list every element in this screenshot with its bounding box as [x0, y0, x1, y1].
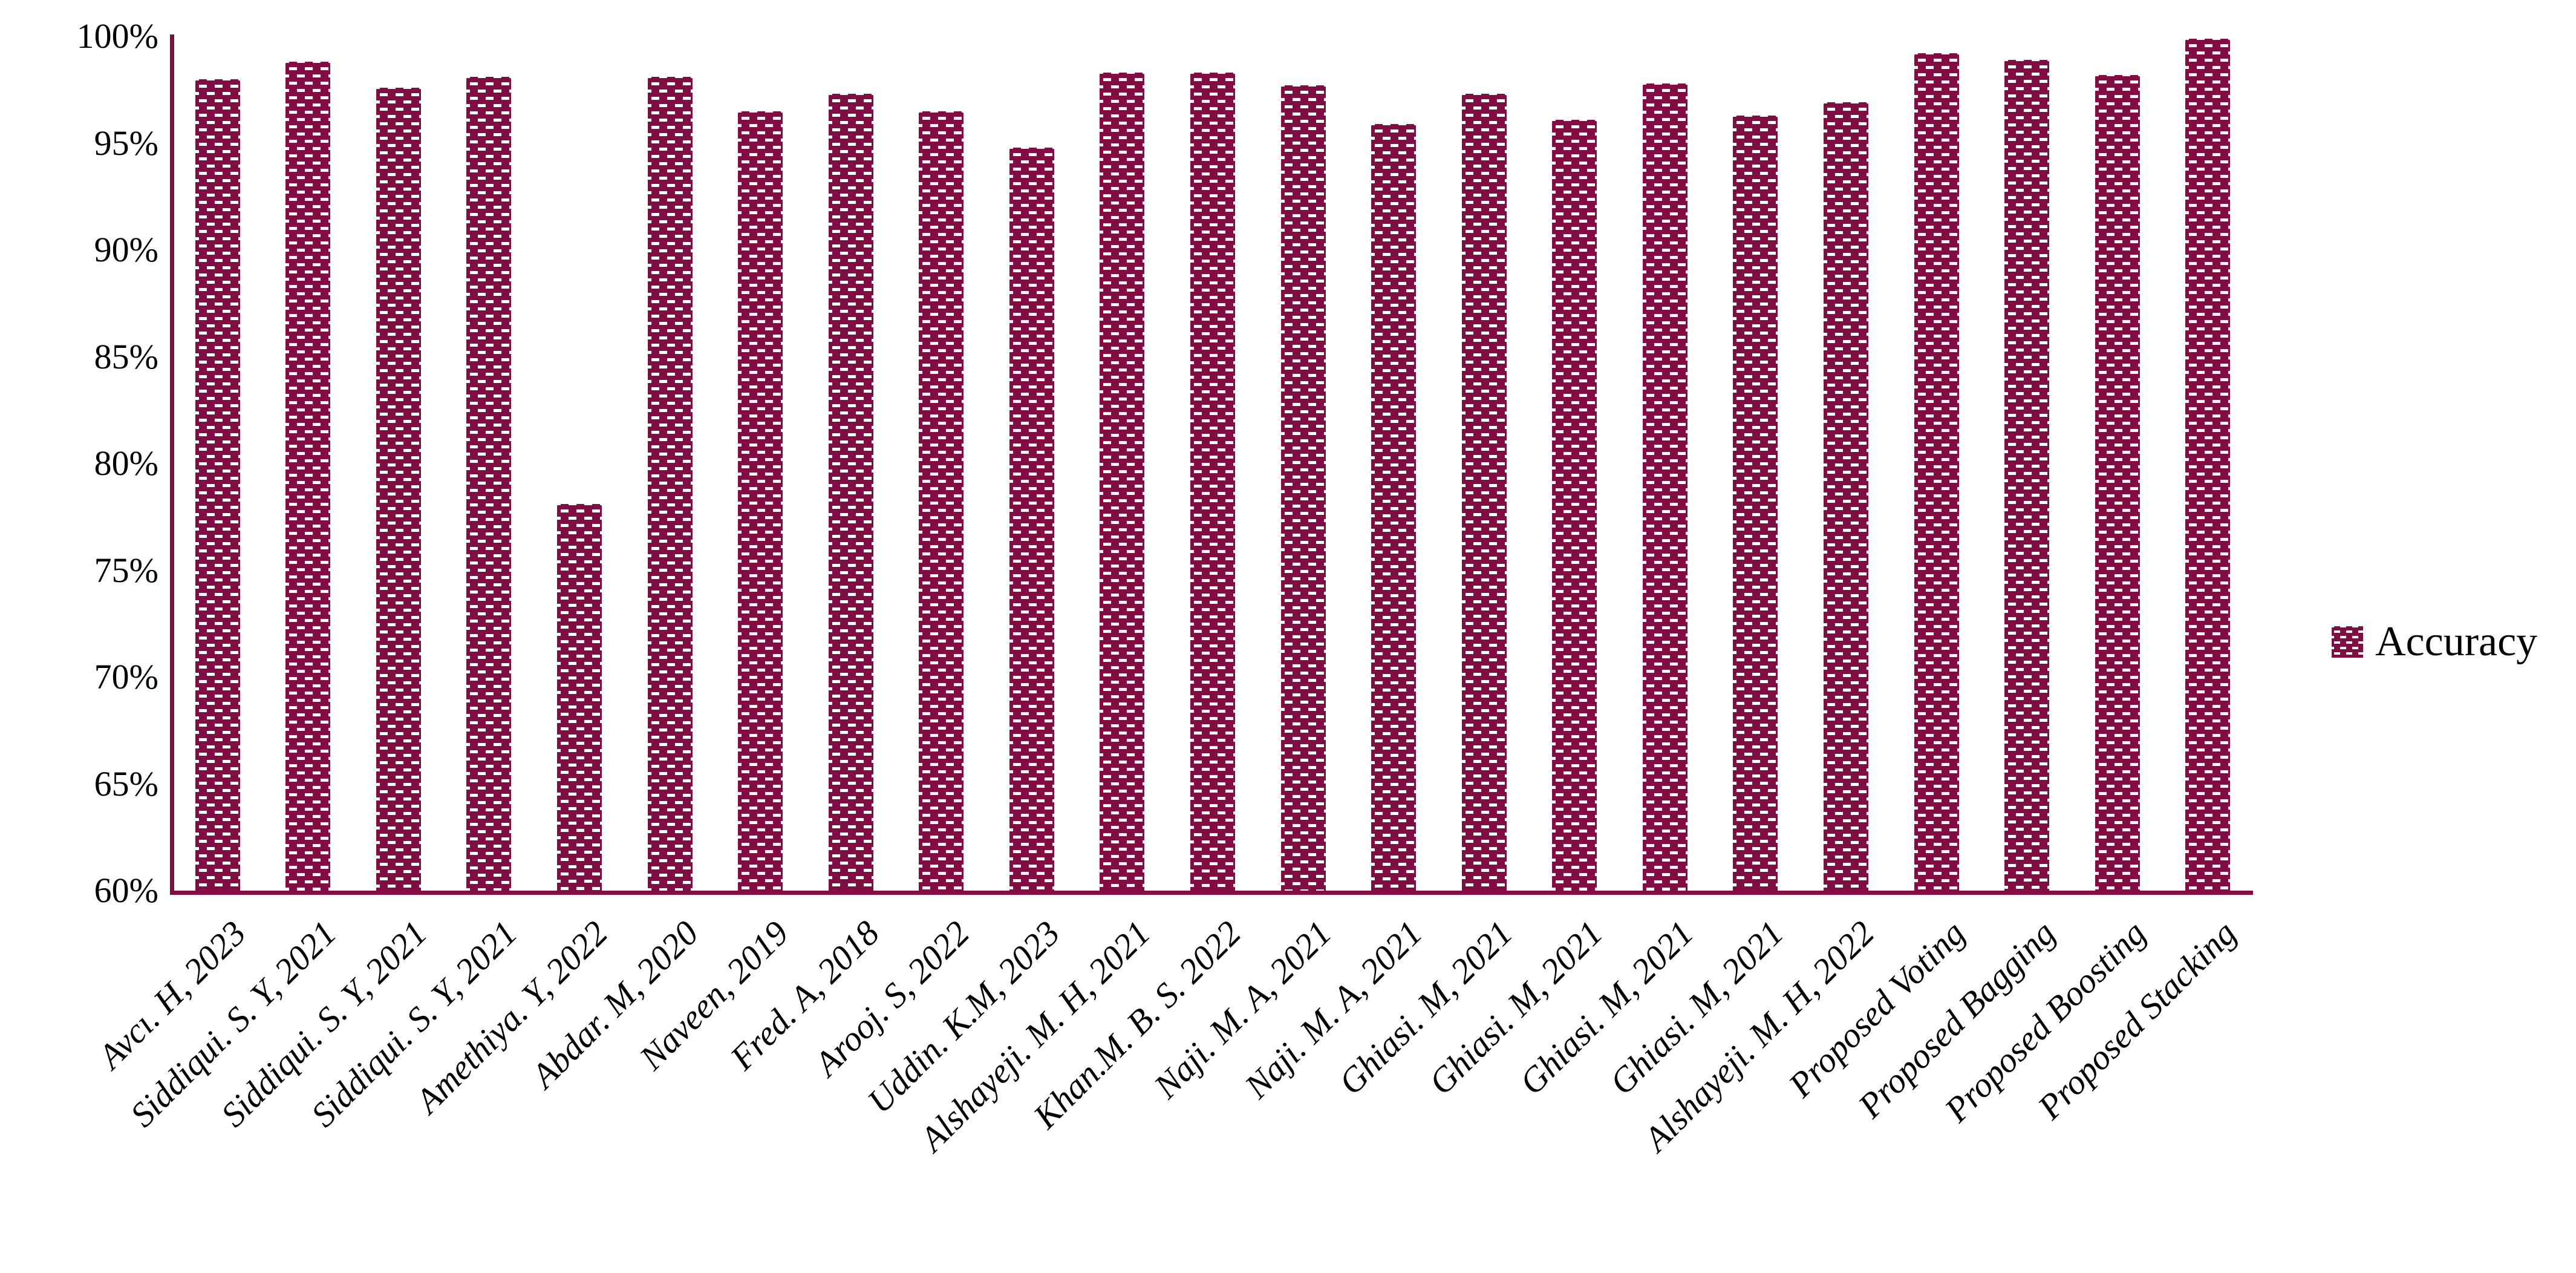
bar — [466, 77, 512, 891]
x-axis-line — [170, 891, 2253, 895]
bar — [2095, 74, 2140, 891]
bar — [1100, 73, 1145, 891]
y-tick-label: 80% — [94, 443, 158, 483]
bar — [1823, 102, 1868, 891]
bar — [1733, 115, 1778, 891]
y-tick-label: 90% — [94, 230, 158, 269]
y-tick-label: 75% — [94, 550, 158, 590]
y-tick-label: 95% — [94, 123, 158, 163]
bar — [1280, 85, 1326, 891]
bar — [1371, 123, 1417, 891]
bar — [2004, 59, 2050, 891]
y-tick-label: 60% — [94, 871, 158, 910]
bar — [376, 87, 421, 891]
legend-swatch-accuracy — [2332, 626, 2363, 658]
bar — [828, 94, 873, 891]
bar — [1190, 73, 1235, 891]
bar — [738, 111, 783, 891]
bar — [1914, 53, 1959, 891]
bar — [1009, 147, 1054, 891]
bar — [1552, 119, 1597, 891]
legend: Accuracy — [2332, 621, 2537, 663]
bar — [2185, 38, 2231, 891]
y-tick-label: 100% — [76, 16, 158, 56]
legend-label: Accuracy — [2375, 618, 2538, 665]
bar — [195, 79, 240, 891]
y-tick-label: 85% — [94, 336, 158, 376]
bar — [285, 62, 331, 891]
bar — [1642, 83, 1687, 891]
bar — [919, 111, 964, 891]
y-axis-line — [170, 34, 174, 895]
y-tick-label: 70% — [94, 657, 158, 696]
y-tick-label: 65% — [94, 764, 158, 803]
bar — [1461, 94, 1507, 891]
bar — [647, 77, 693, 891]
bar — [557, 504, 602, 891]
